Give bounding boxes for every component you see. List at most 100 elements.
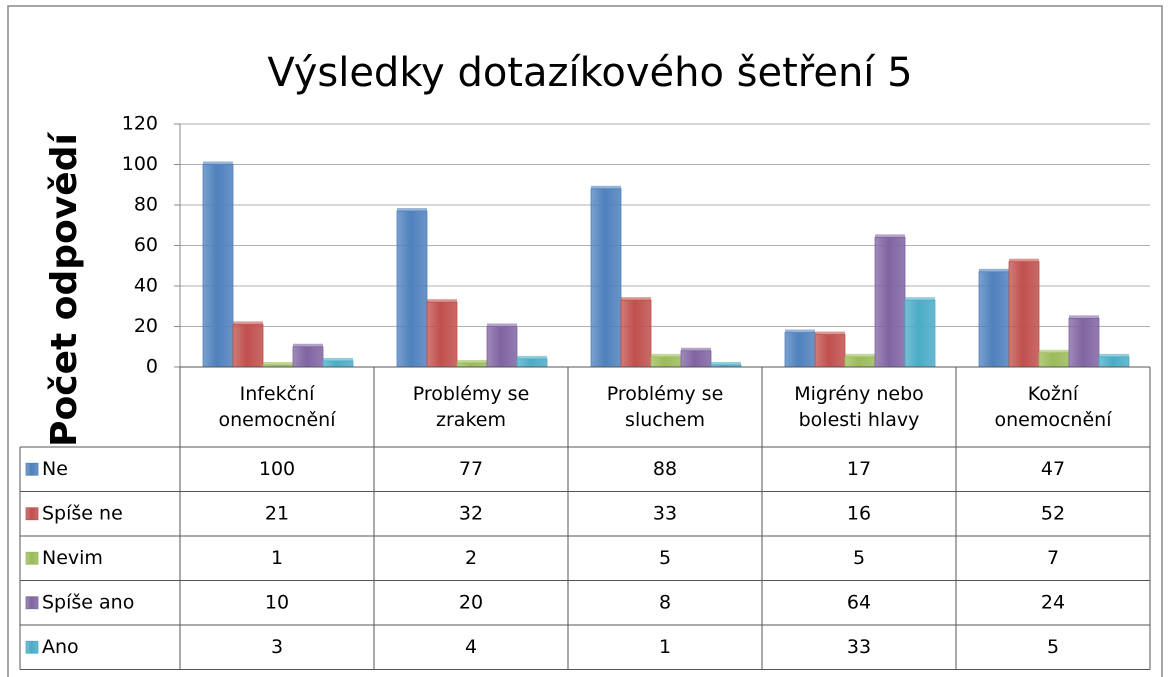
bar-top (263, 361, 293, 365)
bar-top (427, 299, 457, 303)
bar (232, 324, 264, 368)
category-label: Problémy se sluchem (606, 383, 724, 431)
bar-top (591, 185, 621, 189)
bar-top (233, 321, 263, 325)
legend-swatch (25, 462, 39, 476)
bar-top (397, 208, 427, 212)
bar-top (651, 353, 681, 357)
bar (814, 334, 846, 368)
bar-top (875, 234, 905, 238)
bar-top (323, 357, 353, 361)
table-value: 24 (1041, 591, 1065, 613)
bar-top (905, 297, 935, 301)
y-tick-label: 0 (146, 356, 158, 378)
category-label: Infekční onemocnění (218, 383, 336, 431)
table-value: 21 (265, 502, 289, 524)
legend-label: Ne (42, 458, 68, 480)
table-value: 100 (259, 458, 295, 480)
bar-top (621, 297, 651, 301)
table-value: 5 (1047, 636, 1059, 658)
table-value: 88 (653, 458, 677, 480)
table-value: 64 (847, 591, 871, 613)
y-axis-label: Počet odpovědí (44, 132, 85, 447)
table-value: 77 (459, 458, 483, 480)
y-tick-label: 120 (122, 113, 158, 135)
table-value: 32 (459, 502, 483, 524)
table-value: 16 (847, 502, 871, 524)
table-value: 4 (465, 636, 477, 658)
category-label: Problémy se zrakem (412, 383, 530, 431)
legend-label: Ano (42, 636, 79, 658)
bar (486, 326, 518, 368)
y-tick-label: 60 (134, 234, 158, 256)
table-value: 20 (459, 591, 483, 613)
bar (650, 356, 682, 368)
table-value: 17 (847, 458, 871, 480)
bar-top (1069, 315, 1099, 319)
bar (978, 271, 1010, 368)
table-value: 2 (465, 547, 477, 569)
table-value: 1 (659, 636, 671, 658)
table-value: 47 (1041, 458, 1065, 480)
bar (1098, 356, 1130, 368)
bar-top (1009, 258, 1039, 262)
table-value: 33 (847, 636, 871, 658)
legend-label: Spíše ne (42, 502, 123, 524)
bar-top (457, 359, 487, 363)
bar (516, 358, 548, 368)
bar (322, 360, 354, 368)
bar (874, 236, 906, 368)
bar-top (845, 353, 875, 357)
y-tick-label: 40 (134, 275, 158, 297)
bar (292, 346, 324, 368)
bar-top (293, 343, 323, 347)
bar (590, 188, 622, 368)
bar (202, 164, 234, 368)
table-value: 8 (659, 591, 671, 613)
bar (456, 362, 488, 368)
table-value: 5 (659, 547, 671, 569)
y-tick-label: 20 (134, 315, 158, 337)
bar (680, 350, 712, 368)
legend-swatch (25, 640, 39, 654)
bar (1038, 352, 1070, 368)
y-tick-label: 80 (134, 194, 158, 216)
table-value: 33 (653, 502, 677, 524)
bar (426, 301, 458, 368)
chart-title: Výsledky dotazíkového šetření 5 (267, 50, 912, 96)
legend-label: Spíše ano (42, 591, 134, 613)
table-value: 5 (853, 547, 865, 569)
bar-top (785, 329, 815, 333)
bar (904, 299, 936, 368)
bar (844, 356, 876, 368)
bar-top (1039, 349, 1069, 353)
table-value: 1 (271, 547, 283, 569)
category-label: Migrény nebo bolesti hlavy (794, 383, 924, 431)
category-label: Kožní onemocnění (994, 383, 1112, 431)
table-value: 7 (1047, 547, 1059, 569)
bar-top (979, 268, 1009, 272)
bar-top (517, 355, 547, 359)
bar (1008, 261, 1040, 368)
bar (396, 210, 428, 368)
table-value: 3 (271, 636, 283, 658)
legend-swatch (25, 596, 39, 610)
chart-border (7, 5, 1163, 677)
bar (620, 299, 652, 368)
bar (784, 332, 816, 368)
table-value: 10 (265, 591, 289, 613)
bar-top (681, 347, 711, 351)
bar-top (1099, 353, 1129, 357)
bar-top (815, 331, 845, 335)
bar-top (203, 161, 233, 165)
table-value: 52 (1041, 502, 1065, 524)
legend-label: Nevim (42, 547, 103, 569)
bar-top (487, 323, 517, 327)
legend-swatch (25, 551, 39, 565)
bar-top (711, 361, 741, 365)
y-tick-label: 100 (122, 153, 158, 175)
legend-swatch (25, 507, 39, 521)
bar (1068, 317, 1100, 368)
